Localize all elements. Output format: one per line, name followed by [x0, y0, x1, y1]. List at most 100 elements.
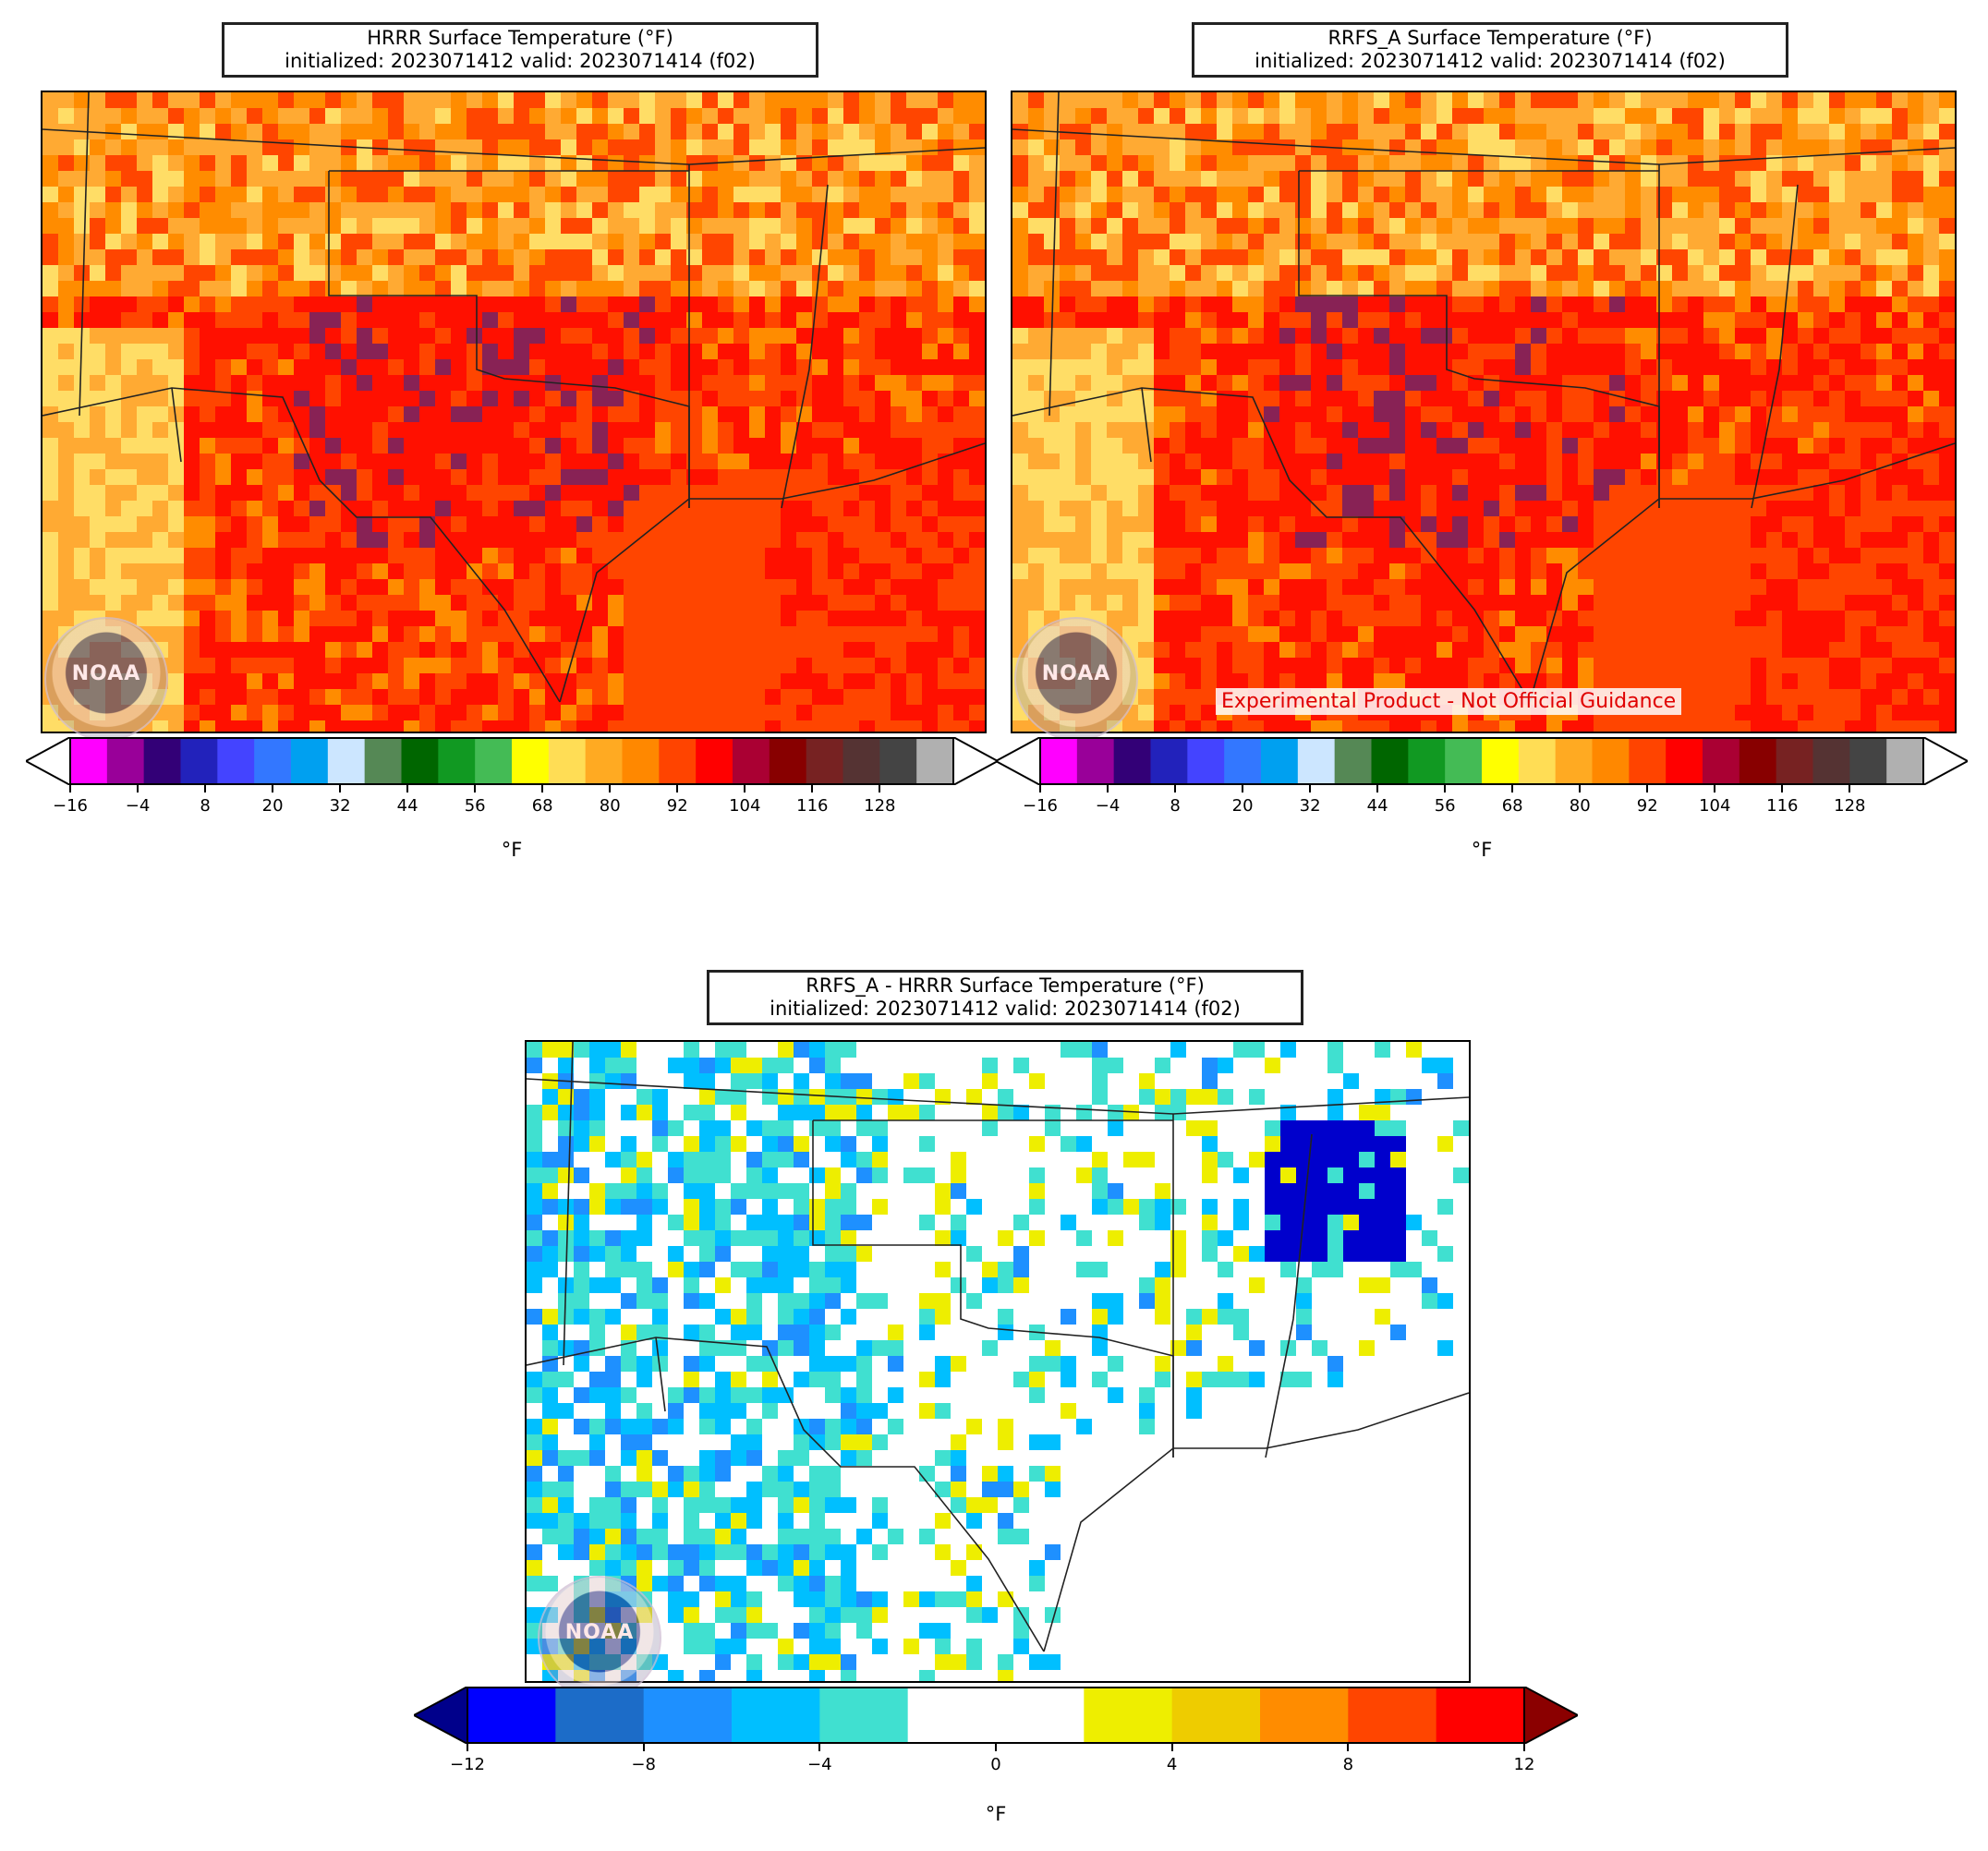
- colorbar-swatch: [819, 1688, 909, 1743]
- colorbar-tick: [1523, 1744, 1525, 1751]
- colorbar-swatch: [106, 738, 145, 784]
- colorbar-tick-label: 0: [990, 1755, 1001, 1774]
- colorbar-swatch: [1076, 738, 1115, 784]
- colorbar-swatch: [217, 738, 255, 784]
- colorbar-swatch: [1812, 738, 1850, 784]
- colorbar-over-extension: [952, 735, 1000, 787]
- field-cells: [1012, 92, 1955, 732]
- colorbar-swatch: [475, 738, 513, 784]
- colorbar-tick: [1781, 785, 1784, 792]
- colorbar-tick: [1309, 785, 1312, 792]
- colorbar-swatch: [643, 1688, 733, 1743]
- colorbar-swatch: [1371, 738, 1409, 784]
- colorbar-tick: [879, 785, 881, 792]
- colorbar-swatch: [327, 738, 366, 784]
- colorbar-tick-label: −16: [1023, 796, 1058, 816]
- colorbar-swatch: [1445, 738, 1483, 784]
- colorbar-tick-label: 128: [864, 796, 896, 816]
- colorbar-swatch: [1150, 738, 1188, 784]
- colorbar-tick-label: 68: [1501, 796, 1523, 816]
- hrrr-temperature-field: [42, 92, 985, 732]
- rrfs-colorbar-units: °F: [1471, 839, 1493, 861]
- colorbar-swatch: [438, 738, 476, 784]
- colorbar-tick-label: 32: [1299, 796, 1321, 816]
- colorbar-tick: [1039, 785, 1041, 792]
- colorbar-swatch: [1260, 1688, 1349, 1743]
- colorbar-swatch: [548, 738, 587, 784]
- state-borders: [527, 1042, 1469, 1652]
- colorbar-tick: [676, 785, 679, 792]
- colorbar-swatch: [1297, 738, 1336, 784]
- colorbar-swatch: [622, 738, 660, 784]
- colorbar-tick: [204, 785, 207, 792]
- colorbar-tick: [1376, 785, 1379, 792]
- colorbar-tick: [467, 1744, 468, 1751]
- state-borders: [1012, 92, 1955, 703]
- colorbar-swatch: [70, 738, 108, 784]
- colorbar-swatch: [1703, 738, 1740, 784]
- colorbar-tick-label: −4: [807, 1755, 832, 1774]
- colorbar-tick-label: −12: [450, 1755, 485, 1774]
- colorbar-tick-label: 92: [1636, 796, 1658, 816]
- colorbar-tick-label: −16: [53, 796, 88, 816]
- colorbar-tick: [272, 785, 274, 792]
- colorbar-swatch: [401, 738, 439, 784]
- colorbar-tick: [137, 785, 139, 792]
- colorbar-tick: [1849, 785, 1851, 792]
- colorbar-tick: [1242, 785, 1244, 792]
- field-cells: [527, 1042, 1469, 1681]
- diff-title-box: RRFS_A - HRRR Surface Temperature (°F) i…: [707, 970, 1303, 1025]
- colorbar-tick: [1444, 785, 1447, 792]
- colorbar-swatch: [907, 1688, 997, 1743]
- colorbar-tick-label: 80: [599, 796, 621, 816]
- colorbar-under-extension: [23, 735, 71, 787]
- noaa-logo: NOAA: [1014, 617, 1138, 741]
- colorbar-swatch: [916, 738, 954, 784]
- colorbar-tick-label: 92: [666, 796, 688, 816]
- colorbar-swatch: [1886, 738, 1924, 784]
- colorbar-swatch: [1776, 738, 1813, 784]
- rrfs-temperature-field: [1012, 92, 1955, 732]
- colorbar-swatch: [842, 738, 880, 784]
- colorbar-over-extension: [1922, 735, 1970, 787]
- colorbar-swatch: [1849, 738, 1887, 784]
- colorbar-tick-label: 56: [464, 796, 486, 816]
- colorbar-swatch: [1040, 738, 1078, 784]
- noaa-logo-text: NOAA: [1041, 662, 1111, 685]
- colorbar-tick: [339, 785, 342, 792]
- colorbar-tick: [1579, 785, 1582, 792]
- colorbar-swatch: [1436, 1688, 1525, 1743]
- colorbar-swatch: [996, 1688, 1085, 1743]
- colorbar-tick-label: 44: [396, 796, 418, 816]
- colorbar-tick-label: 80: [1569, 796, 1591, 816]
- colorbar-swatch: [1666, 738, 1703, 784]
- hrrr-colorbar: [23, 735, 1000, 787]
- colorbar-swatch: [769, 738, 807, 784]
- diff-colorbar: [411, 1685, 1581, 1746]
- colorbar-tick: [1347, 1744, 1350, 1751]
- colorbar-swatch: [696, 738, 733, 784]
- colorbar-swatch: [1518, 738, 1557, 784]
- colorbar-tick-label: 32: [329, 796, 351, 816]
- colorbar-tick: [609, 785, 612, 792]
- colorbar-tick: [541, 785, 544, 792]
- colorbar-swatch: [659, 738, 697, 784]
- colorbar-tick: [818, 1744, 821, 1751]
- colorbar-tick-label: −4: [125, 796, 151, 816]
- colorbar-tick: [1646, 785, 1649, 792]
- colorbar-swatch: [467, 1688, 556, 1743]
- rrfs-title-line2: initialized: 2023071412 valid: 202307141…: [1255, 50, 1726, 72]
- colorbar-tick-label: 116: [1766, 796, 1799, 816]
- diff-colorbar-units: °F: [985, 1803, 1007, 1825]
- colorbar-tick-label: 4: [1166, 1755, 1178, 1774]
- colorbar-swatch: [143, 738, 181, 784]
- colorbar-swatch: [1171, 1688, 1261, 1743]
- diff-title-line1: RRFS_A - HRRR Surface Temperature (°F): [806, 974, 1205, 997]
- colorbar-tick-label: 8: [1342, 1755, 1354, 1774]
- colorbar-swatch: [1224, 738, 1262, 784]
- rrfs-map: [1011, 91, 1957, 733]
- colorbar-over-extension: [1523, 1685, 1581, 1746]
- colorbar-swatch: [1408, 738, 1446, 784]
- colorbar-tick-label: 20: [1231, 796, 1254, 816]
- colorbar-swatch: [254, 738, 292, 784]
